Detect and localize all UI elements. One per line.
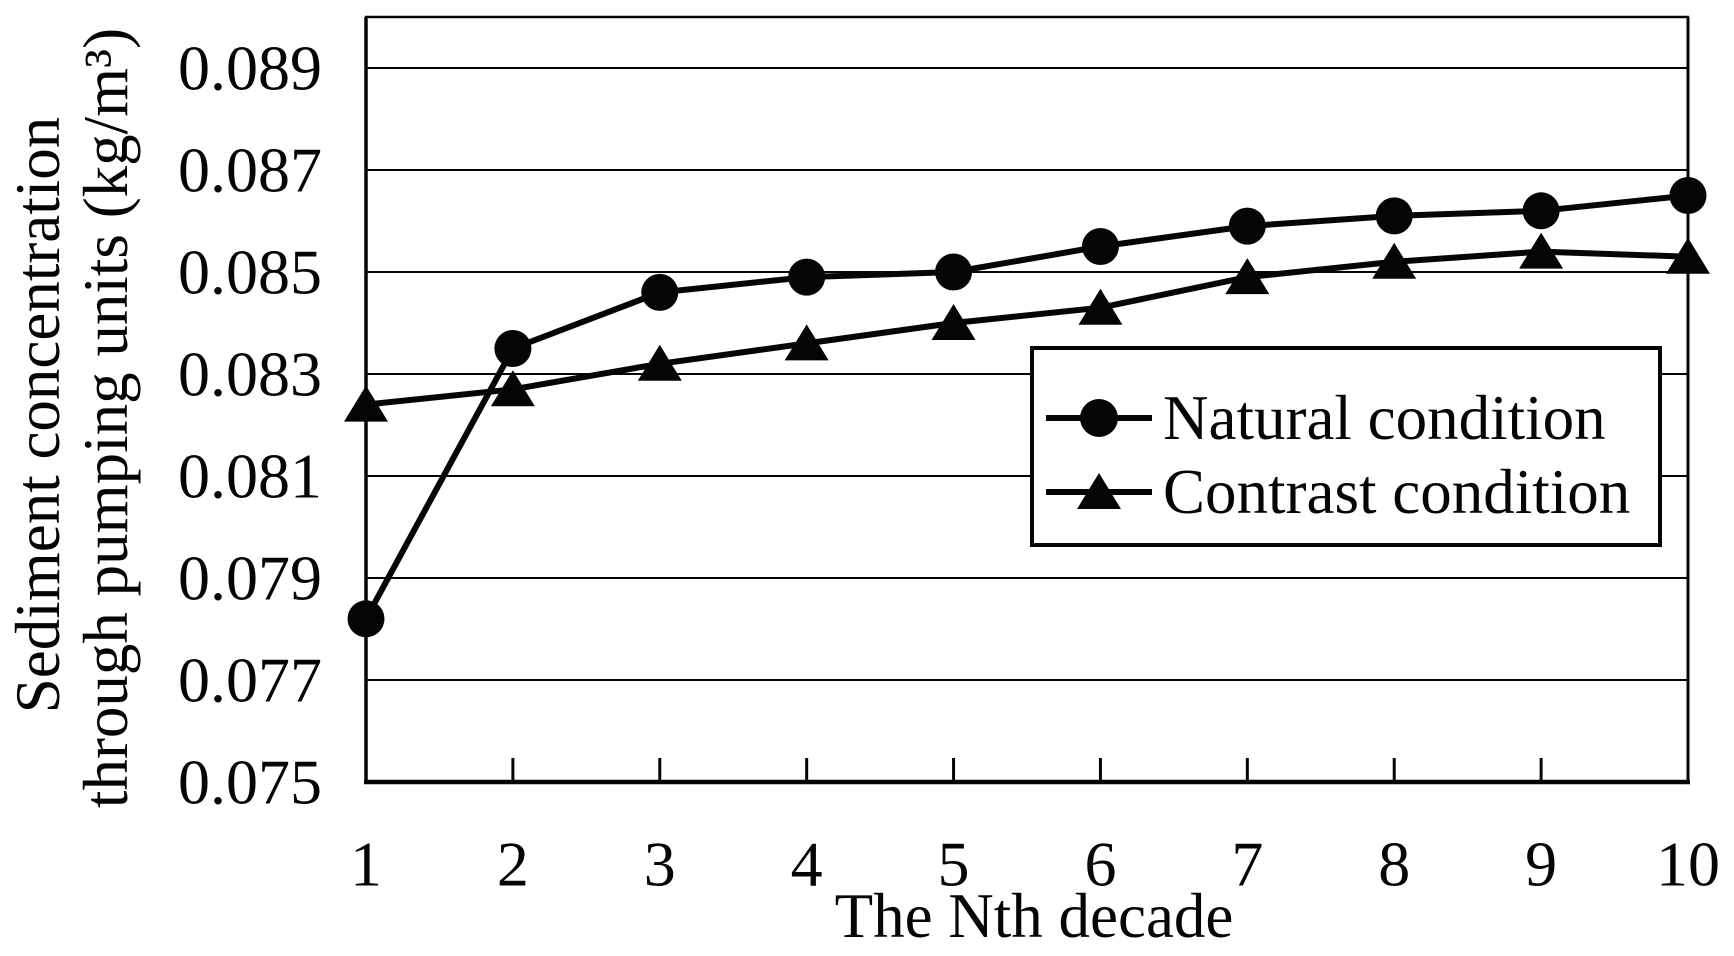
series-line-natural-condition [363,192,1689,621]
data-point-natural-condition-7 [1228,207,1266,245]
x-tick-label: 5 [938,829,970,900]
x-tick-label: 10 [1656,829,1720,900]
x-tick-label: 8 [1378,829,1410,900]
y-axis-title-line-1: Sediment concentration [3,117,73,714]
y-tick-label: 0.085 [178,237,322,308]
data-point-natural-condition-10 [1669,177,1707,214]
data-point-natural-condition-6 [1081,228,1119,265]
x-tick-label: 3 [644,829,676,900]
x-tick-label: 2 [497,829,529,900]
data-point-natural-condition-1 [347,600,385,638]
x-axis-title: The Nth decade [835,881,1234,951]
series-line-contrast-condition [365,248,1689,408]
data-point-natural-condition-9 [1522,192,1560,230]
y-tick-label: 0.075 [178,747,322,818]
y-tick-label: 0.083 [178,339,322,410]
legend-box [1030,346,1662,547]
data-point-contrast-condition-7 [1225,258,1270,295]
tick-label-layer: 0.075 0.077 0.079 0.081 0.083 0.085 0.087 0.089… [178,33,1720,900]
x-tick-label: 4 [791,829,823,900]
data-point-natural-condition-2 [494,330,532,367]
legend: Natural condition Contrast condition [1030,346,1662,547]
data-point-contrast-condition-3 [637,344,682,381]
y-tick-label: 0.077 [178,645,322,716]
x-tick-label: 6 [1084,829,1116,900]
data-point-contrast-condition-9 [1519,232,1564,269]
data-point-natural-condition-8 [1375,197,1413,235]
legend-item-natural-condition: Natural condition [1046,383,1606,453]
legend-triangle-marker-icon [1077,473,1121,509]
axis-layer [364,15,1690,785]
legend-circle-marker-icon [1080,399,1118,437]
data-point-natural-condition-5 [935,253,973,291]
data-point-contrast-condition-10 [1666,237,1710,274]
y-tick-label: 0.087 [178,135,322,206]
data-point-natural-condition-4 [788,258,826,296]
y-tick-label: 0.079 [178,543,322,614]
x-tick-label: 1 [350,829,382,900]
legend-label-contrast: Contrast condition [1163,457,1630,527]
x-tick-label: 9 [1525,829,1557,900]
data-point-contrast-condition-8 [1372,242,1417,279]
series-layer [344,177,1710,638]
legend-item-contrast-condition: Contrast condition [1046,457,1630,527]
x-tick-label: 7 [1231,829,1263,900]
data-point-natural-condition-3 [641,273,679,311]
y-tick-label: 0.089 [178,33,322,104]
y-tick-label: 0.081 [178,441,322,512]
data-point-contrast-condition-4 [784,324,829,361]
legend-label-natural: Natural condition [1163,383,1606,453]
data-point-contrast-condition-2 [490,370,535,407]
data-point-contrast-condition-5 [931,304,976,340]
y-axis-title-line-2: through pumping units (kg/m³) [71,28,141,808]
data-point-contrast-condition-6 [1078,288,1123,325]
data-point-contrast-condition-1 [344,385,388,422]
